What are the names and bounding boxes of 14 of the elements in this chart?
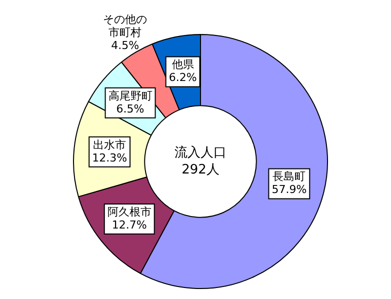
data-label: 6.5% (116, 102, 144, 116)
slice-label: 阿久根市 (107, 205, 152, 218)
slice-label: 高尾野町 (108, 89, 152, 102)
data-label: 12.3% (92, 151, 128, 164)
data-label: 12.7% (112, 218, 147, 232)
slice-label: 他県 (172, 58, 194, 72)
text: 流入人口 (174, 144, 226, 160)
slice-label: その他の市町村 (103, 12, 148, 39)
data-label: 6.2% (168, 71, 197, 84)
text: 292人 (182, 162, 220, 178)
data-label: 4.5% (111, 38, 140, 52)
data-label: 57.9% (272, 183, 307, 196)
slice-label: 長島町 (272, 170, 306, 184)
slice-label: 出水市 (93, 138, 126, 152)
